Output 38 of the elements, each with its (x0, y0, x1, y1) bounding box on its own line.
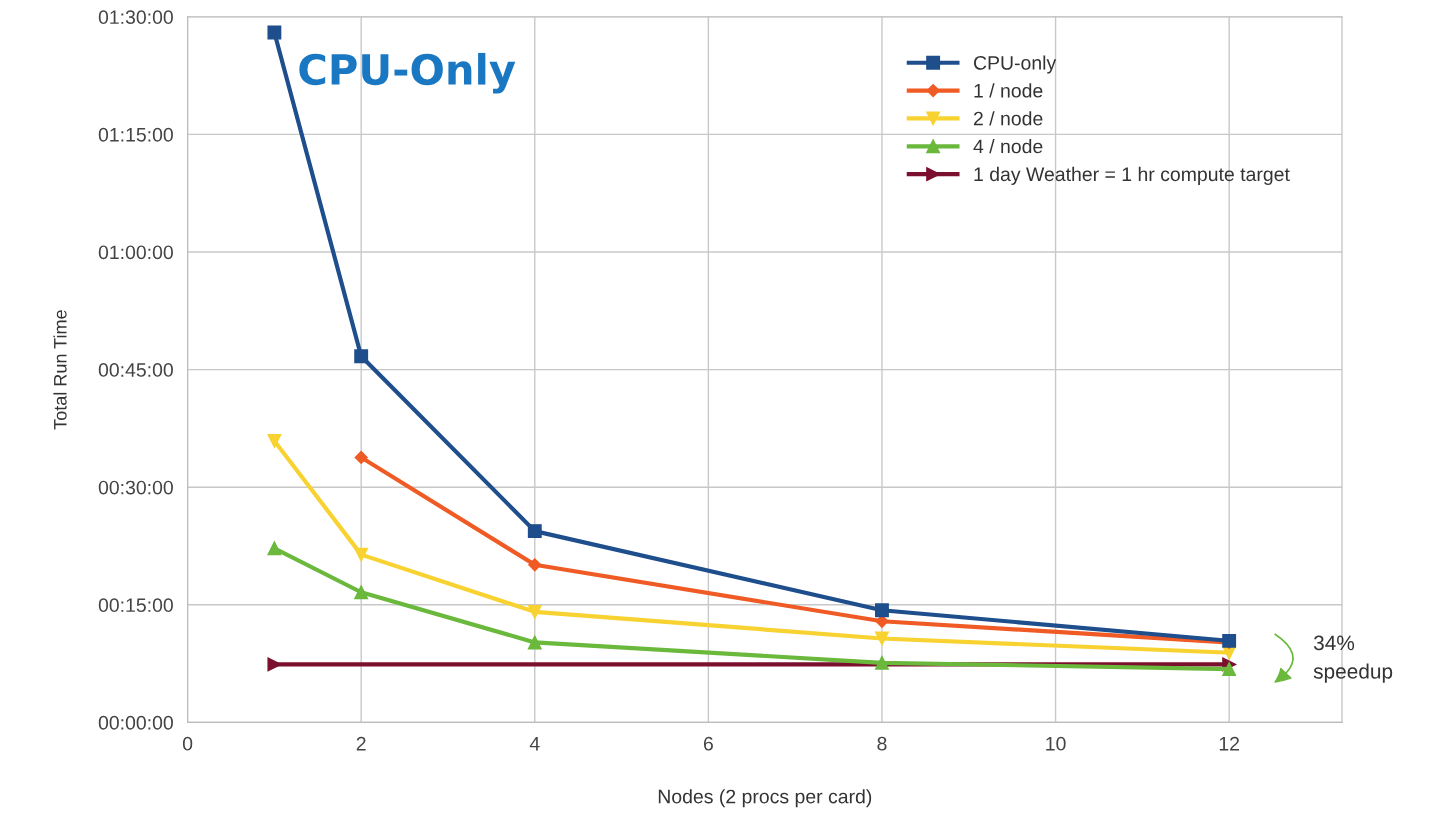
annotation: CPU-Only (299, 52, 516, 94)
legend-label: 1 day Weather = 1 hr compute target (974, 166, 1290, 185)
x-tick-label: 0 (182, 736, 193, 751)
x-axis-title: Nodes (2 procs per card) (658, 789, 872, 808)
point (527, 635, 542, 650)
point (267, 25, 282, 40)
point (354, 450, 368, 464)
y-tick-label: 00:30:00 (98, 480, 173, 495)
y-axis-title: Total Run Time (53, 310, 67, 430)
point (527, 524, 542, 539)
point (354, 349, 369, 364)
point (875, 603, 889, 618)
legend-label: 4 / node (973, 139, 1043, 154)
y-tick-label: 01:30:00 (98, 10, 173, 25)
legend-label: CPU-only (973, 55, 1057, 74)
x-tick-label: 8 (877, 736, 887, 751)
point (875, 631, 889, 646)
x-tick-label: 6 (703, 736, 713, 751)
point (267, 541, 282, 556)
point (354, 547, 369, 562)
y-tick-label: 00:00:00 (98, 715, 173, 730)
x-tick-label: 10 (1046, 736, 1066, 751)
y-tick-label: 00:45:00 (98, 363, 173, 377)
point (267, 433, 282, 448)
point (354, 585, 369, 600)
y-tick-label: 01:15:00 (98, 127, 173, 142)
point (875, 655, 889, 670)
legend-label: 1 / node (974, 83, 1043, 98)
x-tick-label: 2 (356, 736, 366, 751)
x-tick-label: 12 (1219, 736, 1239, 751)
point (528, 558, 542, 572)
annotation: 34% speedup (1313, 635, 1393, 683)
point (527, 604, 542, 619)
legend-label: 2 / node (973, 111, 1043, 126)
point (1222, 662, 1237, 677)
x-tick-label: 4 (529, 737, 540, 751)
y-tick-label: 01:00:00 (98, 245, 173, 260)
y-tick-label: 00:15:00 (98, 598, 173, 613)
